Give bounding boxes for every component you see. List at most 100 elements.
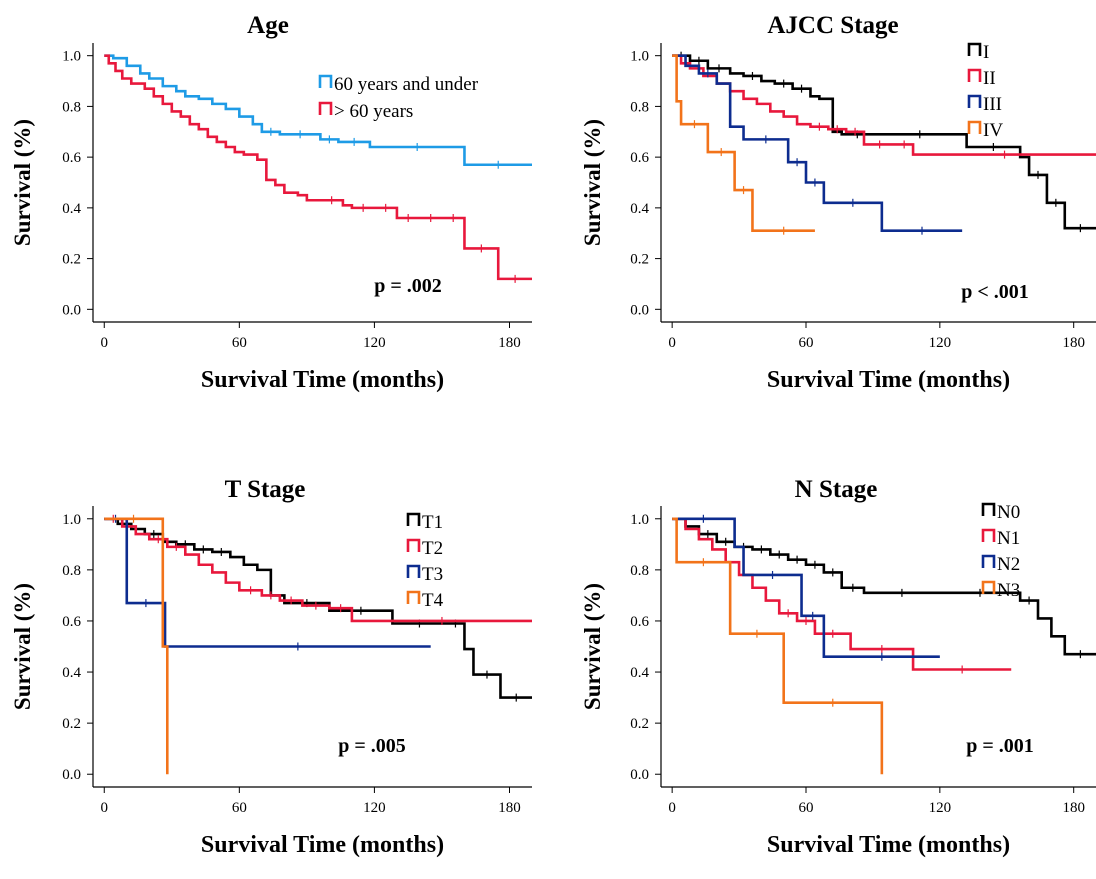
legend-label-60-years-and-under: 60 years and under [334,74,479,95]
panel-ajcc-stage: 0.0 0.2 0.4 0.6 0.8 1.0 0 60 120 180 AJCC Stage Sur… [580,12,1096,393]
y-tick-label: 1.0 [630,512,649,528]
x-tick-label: 180 [1062,335,1085,351]
x-tick-label: 120 [363,800,386,816]
legend-swatch-t3 [406,564,421,578]
y-tick-label: 0.8 [62,99,81,115]
legend-swatch-iii [967,94,982,108]
x-tick-label: 180 [1062,800,1085,816]
x-tick-label: 0 [101,800,109,816]
panel-n-stage: 0.0 0.2 0.4 0.6 0.8 1.0 0 60 120 180 N Stage Surviv… [580,476,1096,858]
series-line-i [672,54,1096,230]
series-line-n0 [672,517,1096,656]
legend-swatch-t4 [406,590,421,604]
y-tick-label: 0.0 [630,767,649,783]
legend-swatch-t1 [406,512,421,526]
y-axis-label: Survival (%) [10,119,35,246]
y-tick-label: 0.8 [630,563,649,579]
y-tick-label: 0.0 [62,767,81,783]
y-tick-label: 1.0 [62,512,81,528]
series-line-n3 [672,517,884,775]
legend-swatch-n2 [981,554,996,568]
legend-label-t3: T3 [422,564,443,585]
x-tick-label: 180 [498,335,521,351]
legend-label-n3: N3 [997,580,1020,601]
panel-age: 0.0 0.2 0.4 0.6 0.8 1.0 0 60 120 180 Age Survival T… [10,12,532,393]
y-tick-label: 0.0 [630,302,649,318]
x-tick-label: 60 [232,800,247,816]
legend-swatch-n3 [981,580,996,594]
p-value-annotation: p = .001 [966,735,1034,757]
panel-title: N Stage [795,476,878,503]
panel-title: AJCC Stage [767,12,898,39]
y-tick-label: 1.0 [62,49,81,65]
x-tick-label: 0 [668,800,676,816]
x-tick-label: 60 [799,800,814,816]
y-tick-label: 0.2 [630,716,649,732]
legend-label-t4: T4 [422,590,444,611]
legend-swatch-ii [967,68,982,82]
y-tick-label: 0.4 [62,201,81,217]
panel-title: T Stage [225,476,306,503]
x-axis-label: Survival Time (months) [201,832,444,858]
y-tick-label: 0.6 [62,614,81,630]
series-line-iv [672,54,815,232]
series-line-n1 [672,517,1012,671]
y-tick-label: 0.4 [630,665,649,681]
y-tick-label: 0.6 [630,614,649,630]
legend-label-iii: III [983,94,1002,115]
legend-label-t1: T1 [422,512,443,533]
x-tick-label: 60 [799,335,814,351]
y-axis-label: Survival (%) [580,583,605,710]
series-line-t4 [104,517,169,775]
y-tick-label: 0.6 [630,150,649,166]
panel-title: Age [247,12,289,39]
legend-label-60-years: > 60 years [334,101,413,122]
legend-swatch-60-years-and-under [318,74,333,88]
x-tick-label: 0 [101,335,109,351]
p-value-annotation: p = .002 [374,275,442,297]
legend-swatch-n0 [981,502,996,516]
x-tick-label: 120 [929,800,952,816]
x-axis-label: Survival Time (months) [767,832,1010,858]
series-line-60-years [104,54,532,281]
x-tick-label: 180 [498,800,521,816]
y-tick-label: 0.8 [630,99,649,115]
legend-label-iv: IV [983,120,1003,141]
y-tick-label: 0.0 [62,302,81,318]
x-axis-label: Survival Time (months) [201,367,444,393]
panel-t-stage: 0.0 0.2 0.4 0.6 0.8 1.0 0 60 120 180 T Stage Surviv… [10,476,532,858]
series-line-t2 [104,517,532,623]
y-tick-label: 1.0 [630,49,649,65]
p-value-annotation: p = .005 [338,735,406,757]
legend-swatch-60-years [318,101,333,115]
y-tick-label: 0.4 [62,665,81,681]
series-line-60-years-and-under [104,54,532,167]
legend-label-n2: N2 [997,554,1020,575]
legend-label-n0: N0 [997,502,1020,523]
legend-swatch-n1 [981,528,996,542]
p-value-annotation: p < .001 [961,281,1029,303]
x-tick-label: 0 [668,335,676,351]
legend-label-n1: N1 [997,528,1020,549]
y-tick-label: 0.2 [62,252,81,268]
x-tick-label: 60 [232,335,247,351]
y-tick-label: 0.8 [62,563,81,579]
x-tick-label: 120 [929,335,952,351]
x-axis-label: Survival Time (months) [767,367,1010,393]
legend-label-ii: II [983,68,996,89]
y-axis-label: Survival (%) [10,583,35,710]
y-tick-label: 0.6 [62,150,81,166]
y-tick-label: 0.4 [630,201,649,217]
legend-label-i: I [983,42,989,63]
y-axis-label: Survival (%) [580,119,605,246]
legend-swatch-i [967,42,982,56]
x-tick-label: 120 [363,335,386,351]
y-tick-label: 0.2 [630,252,649,268]
legend-label-t2: T2 [422,538,443,559]
series-line-ii [672,54,1096,156]
series-line-iii [672,54,963,232]
legend-swatch-iv [967,120,982,134]
legend-swatch-t2 [406,538,421,552]
y-tick-label: 0.2 [62,716,81,732]
